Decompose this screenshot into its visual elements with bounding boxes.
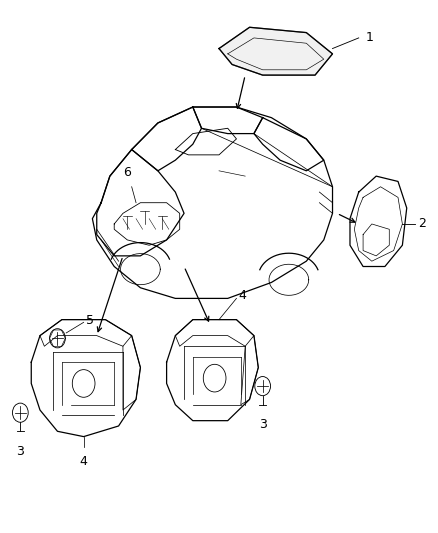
- Text: 5: 5: [86, 314, 94, 327]
- Polygon shape: [219, 27, 332, 75]
- Text: 6: 6: [124, 166, 131, 179]
- Text: 4: 4: [239, 289, 247, 302]
- Text: 4: 4: [80, 455, 88, 468]
- Text: 3: 3: [259, 418, 267, 431]
- Text: 3: 3: [16, 445, 24, 458]
- Text: 1: 1: [365, 31, 373, 44]
- Text: 2: 2: [418, 217, 426, 230]
